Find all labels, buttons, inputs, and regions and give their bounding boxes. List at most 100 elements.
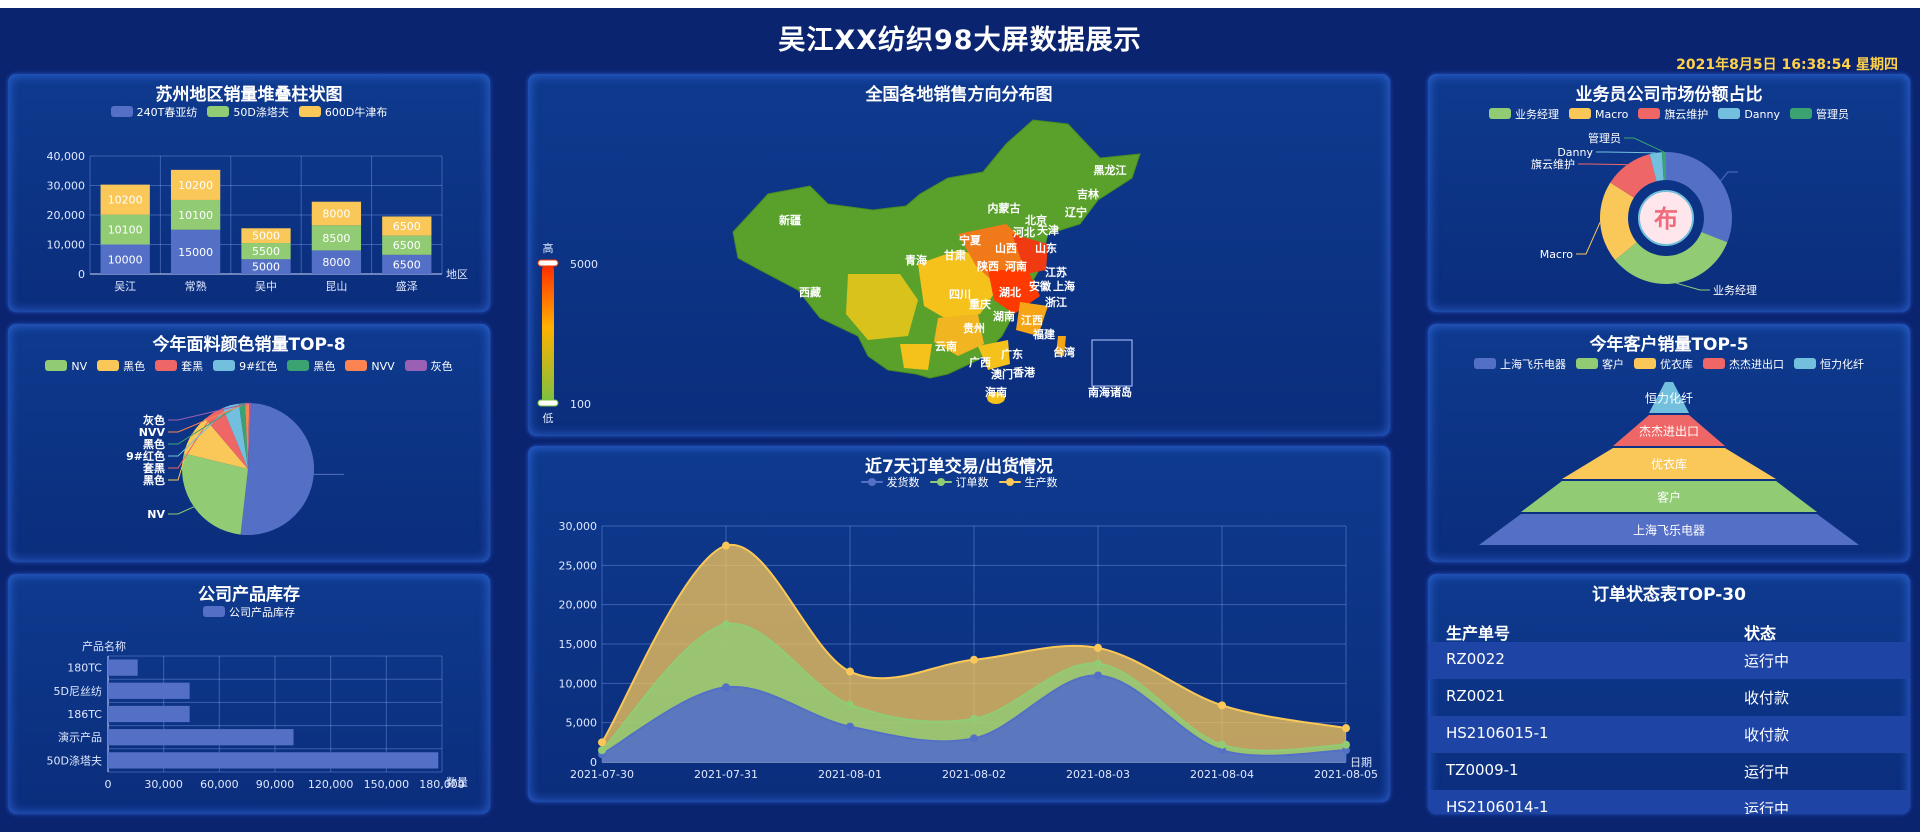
label-line — [168, 402, 251, 421]
chart-legend[interactable]: 240T春亚纺 50D涤塔夫 600D牛津布 — [8, 104, 490, 120]
donut-slice — [1600, 182, 1637, 261]
map-region — [1056, 336, 1066, 356]
legend-item[interactable]: 黑色 — [287, 358, 335, 374]
pie-slice — [183, 418, 248, 469]
x-tick-label: 180,000 — [419, 778, 465, 791]
legend-item[interactable]: 杰杰进出口 — [1703, 356, 1784, 372]
x-tick-label: 120,000 — [308, 778, 354, 791]
legend-item[interactable]: 订单数 — [929, 474, 989, 490]
legend-item[interactable]: 旗云维护 — [1638, 106, 1708, 122]
label-line — [168, 506, 195, 515]
legend-item[interactable]: 套黑 — [155, 358, 203, 374]
map-region — [1016, 302, 1048, 336]
x-tick-label: 常熟 — [185, 279, 207, 293]
slice-label: 套黑 — [143, 461, 165, 475]
panel-title: 公司产品库存 — [198, 585, 300, 605]
column-header-status: 状态 — [1744, 624, 1777, 643]
legend-swatch — [860, 478, 883, 486]
visual-map-handle — [537, 259, 559, 267]
legend-item[interactable]: 公司产品库存 — [203, 604, 295, 620]
cell-order-no: HS2106015-1 — [1446, 724, 1549, 742]
y-tick-label: 0 — [78, 268, 85, 281]
panel-inventory: 公司产品库存 公司产品库存 产品名称 0 30,000 60,000 90,000 120… — [8, 574, 490, 814]
chart-legend[interactable]: 发货数 订单数 生产数 — [528, 474, 1390, 490]
data-point — [722, 541, 730, 550]
region-label: 上海 — [1053, 279, 1075, 293]
x-tick-label: 90,000 — [256, 778, 295, 791]
data-point — [846, 700, 854, 709]
pie-slice — [205, 407, 248, 469]
legend-label: 旗云维护 — [1664, 108, 1709, 121]
legend-item[interactable]: 发货数 — [860, 474, 920, 490]
legend-item[interactable]: 管理员 — [1789, 106, 1849, 122]
slice-label: 管理员 — [1588, 131, 1621, 145]
slice-label: 黑色 — [143, 473, 165, 487]
region-label: 安徽 — [1029, 279, 1052, 293]
legend-item[interactable]: 黑色 — [97, 358, 145, 374]
legend-item[interactable]: 9#红色 — [213, 358, 277, 374]
region-label: 吉林 — [1077, 187, 1099, 201]
bar-segment — [241, 228, 291, 244]
slice-label: 黑色 — [143, 437, 165, 451]
legend-item[interactable]: NVV — [345, 360, 395, 373]
data-label: 8000 — [322, 208, 350, 221]
cell-order-no: TZ0009-1 — [1446, 761, 1519, 779]
region-label: 河北 — [1013, 225, 1035, 239]
table-row[interactable]: TZ0009-1 运行中 — [1428, 753, 1910, 790]
visual-map-handle — [537, 399, 559, 407]
table-row[interactable]: HS2106015-1 收付款 — [1428, 716, 1910, 753]
legend-item[interactable]: Macro — [1569, 108, 1628, 121]
y-tick-label: 5,000 — [566, 717, 598, 730]
legend-item[interactable]: 50D涤塔夫 — [207, 104, 289, 120]
chart-legend[interactable]: 公司产品库存 — [8, 604, 490, 620]
table-row[interactable]: RZ0021 收付款 — [1428, 679, 1910, 716]
legend-label: 业务经理 — [1515, 108, 1560, 121]
legend-label: 恒力化纤 — [1820, 358, 1864, 371]
table-row[interactable]: HS2106014-1 运行中 — [1428, 790, 1910, 814]
stacked-bar-chart: 0 10,000 20,000 30,000 40,000 10000 10100 10200… — [47, 150, 469, 293]
page-title: 吴江XX纺织98大屏数据展示 — [778, 25, 1142, 56]
cell-status: 收付款 — [1744, 689, 1790, 707]
legend-item[interactable]: 灰色 — [404, 358, 453, 374]
legend-label: 9#红色 — [239, 360, 278, 373]
legend-item[interactable]: NV — [45, 360, 87, 373]
x-tick-label: 2021-08-05 — [1314, 768, 1378, 781]
data-point — [1218, 740, 1226, 749]
x-tick-label: 盛泽 — [396, 279, 418, 293]
label-line — [168, 434, 193, 481]
region-label: 辽宁 — [1065, 205, 1087, 219]
region-label: 澳门 — [991, 367, 1013, 381]
legend-label: 杰杰进出口 — [1729, 358, 1784, 371]
legend-item[interactable]: 恒力化纤 — [1794, 356, 1864, 372]
bar-segment — [100, 214, 150, 245]
legend-item[interactable]: 240T春亚纺 — [110, 104, 197, 120]
center-badge — [1638, 190, 1694, 246]
data-label: 10000 — [108, 253, 143, 266]
region-label: 湖北 — [999, 285, 1021, 299]
legend-swatch — [155, 360, 178, 371]
slice-label: 旗云维护 — [1531, 157, 1575, 171]
y-tick-label: 演示产品 — [58, 730, 102, 744]
bar-segment — [382, 235, 432, 255]
legend-item[interactable]: 生产数 — [998, 474, 1058, 490]
legend-item[interactable]: 业务经理 — [1489, 106, 1559, 122]
legend-item[interactable]: 客户 — [1576, 356, 1624, 372]
region-label: 天津 — [1037, 223, 1059, 237]
chart-legend[interactable]: NV 黑色 套黑 9#红色 黑色 NVV 灰色 — [8, 358, 490, 374]
region-label: 香港 — [1012, 365, 1036, 379]
data-label: 6500 — [393, 239, 421, 252]
legend-item[interactable]: 上海飞乐电器 — [1474, 356, 1566, 372]
panel-china-map: 全国各地销售方向分布图 高低 5000 100 新疆 西藏 青海 甘肃 内蒙古 黑龙江 吉林 辽宁北… — [528, 74, 1390, 436]
legend-item[interactable]: 600D牛津布 — [298, 104, 387, 120]
data-point — [1094, 671, 1102, 680]
funnel-level — [1479, 514, 1859, 545]
visual-map-max: 5000 — [570, 258, 598, 271]
chart-legend[interactable]: 业务经理 Macro 旗云维护 Danny 管理员 — [1428, 106, 1910, 122]
legend-item[interactable]: 优衣库 — [1634, 356, 1693, 372]
legend-item[interactable]: Danny — [1718, 108, 1780, 121]
table-row[interactable]: RZ0022 运行中 — [1428, 642, 1910, 679]
chart-legend[interactable]: 上海飞乐电器 客户 优衣库 杰杰进出口 恒力化纤 — [1428, 356, 1910, 372]
cell-status: 运行中 — [1744, 800, 1790, 814]
cell-status: 运行中 — [1744, 763, 1790, 781]
